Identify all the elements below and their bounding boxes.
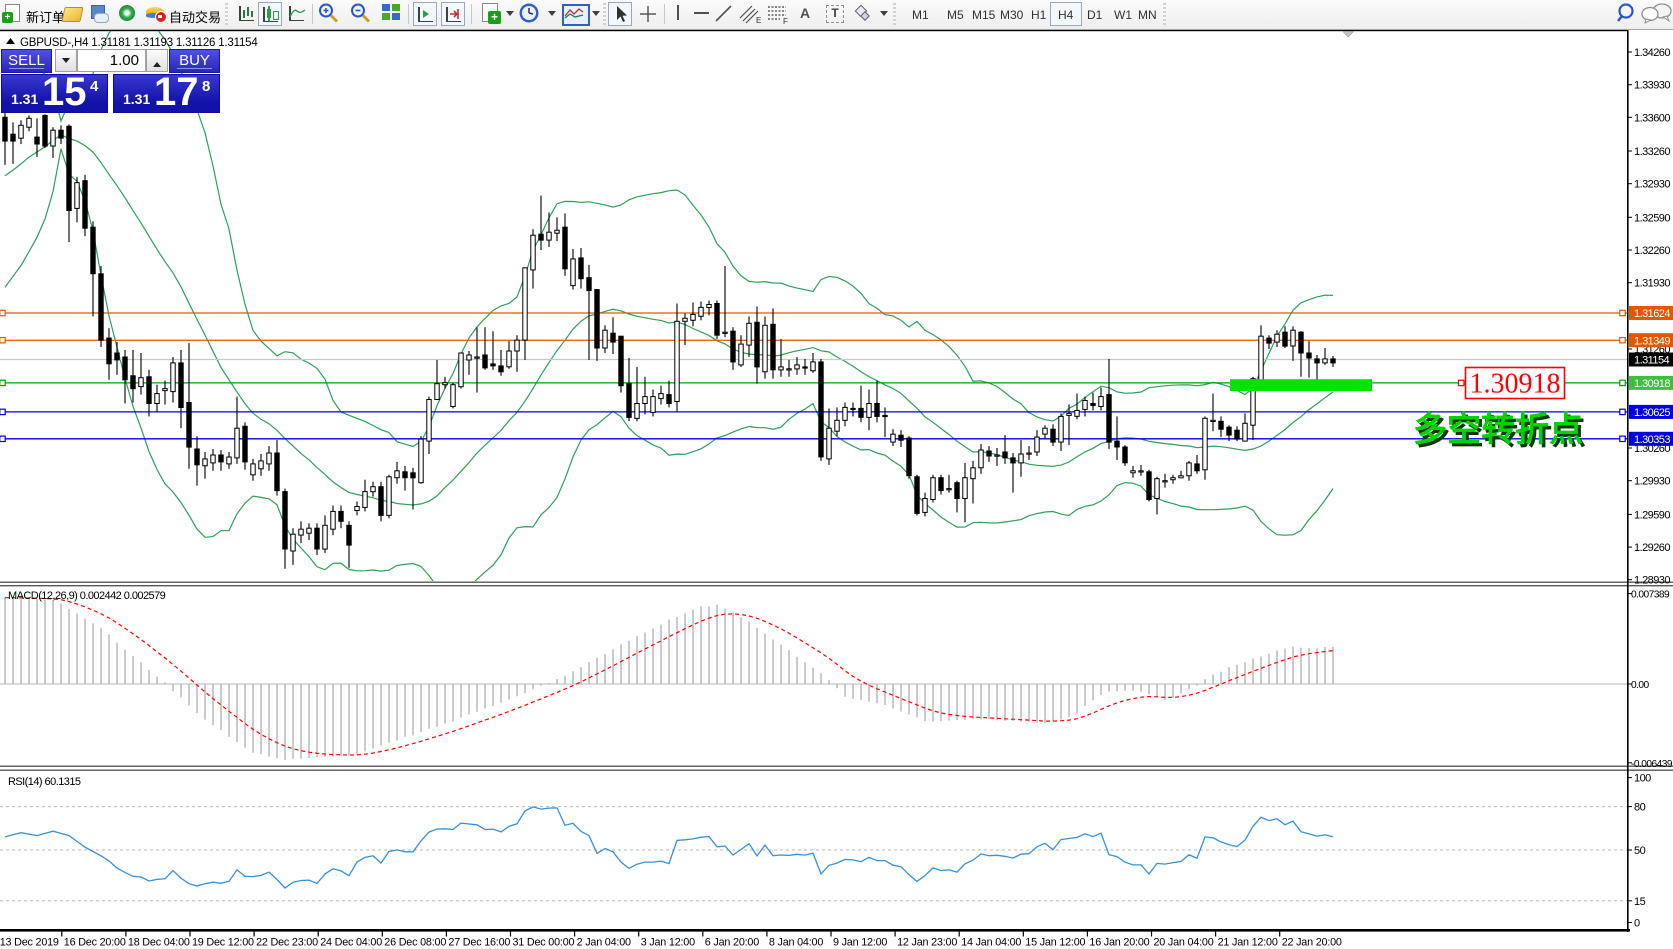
svg-text:1.33600: 1.33600 — [1634, 112, 1670, 124]
svg-text:12 Jan 23:00: 12 Jan 23:00 — [897, 937, 957, 949]
svg-text:6 Jan 20:00: 6 Jan 20:00 — [705, 937, 759, 949]
svg-text:1.31154: 1.31154 — [1634, 355, 1670, 367]
svg-text:E: E — [756, 16, 761, 25]
svg-text:31 Dec 00:00: 31 Dec 00:00 — [513, 937, 575, 949]
svg-text:16 Dec 20:00: 16 Dec 20:00 — [64, 937, 126, 949]
svg-text:1.32590: 1.32590 — [1634, 212, 1670, 224]
svg-text:1.30625: 1.30625 — [1634, 407, 1670, 419]
svg-text:2 Jan 04:00: 2 Jan 04:00 — [577, 937, 631, 949]
svg-text:1.32260: 1.32260 — [1634, 245, 1670, 257]
svg-text:多空转折点: 多空转折点 — [1416, 414, 1586, 452]
svg-text:80: 80 — [1634, 802, 1646, 814]
svg-text:22 Jan 20:00: 22 Jan 20:00 — [1282, 937, 1342, 949]
svg-text:多空转折点: 多空转折点 — [1413, 411, 1583, 449]
svg-text:0.007389: 0.007389 — [1631, 590, 1670, 601]
svg-text:1.29930: 1.29930 — [1634, 476, 1670, 488]
svg-text:3 Jan 12:00: 3 Jan 12:00 — [641, 937, 695, 949]
svg-text:15: 15 — [1634, 896, 1646, 908]
svg-text:1.30918: 1.30918 — [1470, 369, 1561, 400]
svg-text:8 Jan 04:00: 8 Jan 04:00 — [769, 937, 823, 949]
svg-text:GBPUSD-,H4 1.31181 1.31193 1.: GBPUSD-,H4 1.31181 1.31193 1.31126 1.311… — [20, 37, 258, 49]
svg-text:1.30918: 1.30918 — [1634, 378, 1670, 390]
svg-text:F: F — [783, 17, 788, 26]
svg-text:1.30260: 1.30260 — [1634, 443, 1670, 455]
svg-text:27 Dec 16:00: 27 Dec 16:00 — [448, 937, 510, 949]
svg-text:1.30353: 1.30353 — [1634, 434, 1670, 446]
svg-text:1.33260: 1.33260 — [1634, 146, 1670, 158]
svg-text:9 Jan 12:00: 9 Jan 12:00 — [833, 937, 887, 949]
svg-text:20 Jan 04:00: 20 Jan 04:00 — [1154, 937, 1214, 949]
svg-text:0: 0 — [1634, 918, 1640, 930]
svg-text:1.29590: 1.29590 — [1634, 509, 1670, 521]
svg-text:14 Jan 04:00: 14 Jan 04:00 — [961, 937, 1021, 949]
svg-text:1.32930: 1.32930 — [1634, 179, 1670, 191]
svg-text:21 Jan 12:00: 21 Jan 12:00 — [1218, 937, 1278, 949]
svg-text:MACD(12,26,9) 0.002442 0.00257: MACD(12,26,9) 0.002442 0.002579 — [8, 590, 166, 602]
svg-text:-0.006439: -0.006439 — [1631, 759, 1673, 770]
svg-text:26 Dec 08:00: 26 Dec 08:00 — [384, 937, 446, 949]
svg-text:13 Dec 2019: 13 Dec 2019 — [0, 937, 59, 949]
svg-text:100: 100 — [1634, 773, 1651, 785]
svg-text:1.31349: 1.31349 — [1634, 335, 1670, 347]
svg-text:1.34260: 1.34260 — [1634, 47, 1670, 59]
svg-text:1.31624: 1.31624 — [1634, 308, 1670, 320]
svg-text:22 Dec 23:00: 22 Dec 23:00 — [256, 937, 318, 949]
svg-text:19 Dec 12:00: 19 Dec 12:00 — [192, 937, 254, 949]
svg-text:15 Jan 12:00: 15 Jan 12:00 — [1025, 937, 1085, 949]
svg-text:1.29260: 1.29260 — [1634, 542, 1670, 554]
svg-text:RSI(14) 60.1315: RSI(14) 60.1315 — [8, 776, 81, 788]
svg-text:18 Dec 04:00: 18 Dec 04:00 — [128, 937, 190, 949]
svg-text:16 Jan 20:00: 16 Jan 20:00 — [1089, 937, 1149, 949]
svg-text:24 Dec 04:00: 24 Dec 04:00 — [320, 937, 382, 949]
svg-text:1.33930: 1.33930 — [1634, 80, 1670, 92]
svg-text:0.00: 0.00 — [1631, 680, 1650, 691]
svg-text:50: 50 — [1634, 845, 1646, 857]
svg-text:1.31930: 1.31930 — [1634, 278, 1670, 290]
svg-text:1.28930: 1.28930 — [1634, 575, 1670, 587]
